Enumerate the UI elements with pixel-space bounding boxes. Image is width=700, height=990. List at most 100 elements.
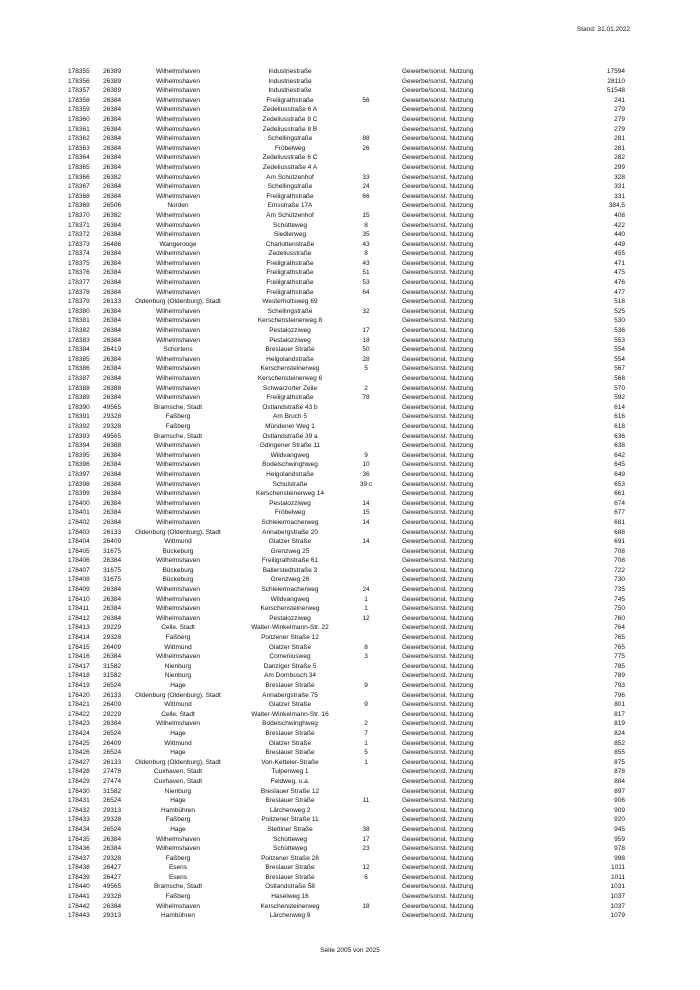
cell-usage-type: Gewerbe/sonst. Nutzung (402, 115, 474, 123)
cell-value: 614 (614, 403, 625, 411)
cell-usage-type: Gewerbe/sonst. Nutzung (402, 394, 474, 402)
cell-id: 178357 (68, 87, 90, 95)
table-row: 178369 26506 Norden Emsstraße 17A Gewerb… (0, 201, 700, 211)
cell-house-number: 39 c (359, 480, 373, 488)
cell-value: 642 (614, 451, 625, 459)
data-table: 178355 26389 Wilhelmshaven Industriestra… (0, 67, 700, 921)
cell-city: Wilhelmshaven (155, 173, 201, 181)
cell-id: 178361 (68, 125, 90, 133)
cell-city: Wittmund (164, 643, 192, 651)
cell-id: 178437 (68, 854, 90, 862)
cell-house-number: 2 (364, 720, 368, 728)
cell-postal-code: 26384 (103, 394, 122, 402)
cell-street: Pestalozziweg (269, 499, 311, 507)
cell-usage-type: Gewerbe/sonst. Nutzung (402, 336, 474, 344)
cell-id: 178409 (68, 586, 90, 594)
cell-street: Schellingstraße (267, 307, 313, 315)
cell-value: 299 (614, 163, 625, 171)
table-row: 178441 29328 Faßberg Haselweg 16 Gewerbe… (0, 892, 700, 902)
cell-value: 471 (614, 259, 625, 267)
table-row: 178396 26384 Wilhelmshaven Bodelschwingh… (0, 460, 700, 470)
cell-postal-code: 26486 (103, 240, 122, 248)
cell-street: Kerschensteinerweg 14 (256, 490, 324, 498)
cell-city: Wilhelmshaven (155, 221, 201, 229)
table-row: 178374 26384 Wilhelmshaven Zedeliusstraß… (0, 249, 700, 259)
cell-id: 178392 (68, 422, 90, 430)
cell-street: Schütteweg (273, 845, 307, 853)
cell-city: Wilhelmshaven (155, 250, 201, 258)
cell-postal-code: 26133 (103, 691, 122, 699)
cell-city: Wilhelmshaven (155, 442, 201, 450)
cell-value: 722 (614, 566, 625, 574)
table-row: 178402 26384 Wilhelmshaven Schleiermache… (0, 518, 700, 528)
cell-street: Am Schützenhof (266, 211, 314, 219)
cell-usage-type: Gewerbe/sonst. Nutzung (402, 691, 474, 699)
cell-street: Glatzer Straße (268, 739, 312, 747)
cell-city: Wilhelmshaven (155, 154, 201, 162)
cell-city: Bückeburg (162, 576, 194, 584)
cell-postal-code: 31675 (103, 566, 122, 574)
cell-city: Wilhelmshaven (155, 605, 201, 613)
cell-id: 178412 (68, 614, 90, 622)
cell-house-number: 53 (362, 279, 370, 287)
cell-value: 793 (614, 682, 625, 689)
cell-city: Oldenburg (Oldenburg), Stadt (135, 758, 221, 766)
cell-street: Ostlandstraße 39 a (262, 432, 318, 440)
cell-usage-type: Gewerbe/sonst. Nutzung (402, 518, 474, 526)
table-row: 178414 29328 Faßberg Poitzener Straße 12… (0, 633, 700, 643)
table-row: 178419 26524 Hage Breslauer Straße 9 Gew… (0, 681, 700, 691)
cell-id: 178380 (68, 307, 90, 315)
cell-id: 178374 (68, 250, 90, 258)
cell-house-number: 17 (362, 327, 370, 335)
cell-house-number: 3 (364, 653, 368, 661)
cell-value: 674 (614, 499, 625, 507)
cell-city: Wilhelmshaven (155, 288, 201, 296)
cell-id: 178370 (68, 211, 90, 219)
cell-city: Wilhelmshaven (155, 557, 201, 565)
cell-street: Fröbelweg (274, 144, 306, 152)
cell-street: Schwarzorter Zeile (262, 384, 318, 392)
cell-value: 1037 (610, 893, 625, 901)
cell-city: Nienburg (164, 672, 192, 680)
cell-usage-type: Gewerbe/sonst. Nutzung (402, 125, 474, 133)
cell-street: Bodelschwinghweg (262, 461, 318, 469)
table-row: 178442 26384 Wilhelmshaven Kerschenstein… (0, 902, 700, 912)
cell-usage-type: Gewerbe/sonst. Nutzung (402, 259, 474, 267)
cell-city: Wilhelmshaven (155, 902, 201, 910)
cell-city: Faßberg (165, 854, 191, 862)
cell-value: 384,5 (608, 202, 625, 210)
cell-city: Wilhelmshaven (155, 461, 201, 469)
cell-usage-type: Gewerbe/sonst. Nutzung (402, 144, 474, 152)
cell-street: Stettiner Straße (267, 825, 313, 833)
cell-id: 178422 (68, 710, 90, 718)
table-row: 178399 26384 Wilhelmshaven Kerschenstein… (0, 489, 700, 499)
table-row: 178381 26384 Wilhelmshaven Kerschenstein… (0, 316, 700, 326)
cell-id: 178405 (68, 547, 90, 555)
cell-id: 178416 (68, 653, 90, 661)
cell-usage-type: Gewerbe/sonst. Nutzung (402, 787, 474, 795)
cell-postal-code: 26384 (103, 451, 122, 459)
cell-value: 730 (614, 576, 625, 584)
cell-value: 998 (614, 854, 625, 862)
cell-house-number: 17 (362, 835, 370, 843)
cell-city: Wilhelmshaven (155, 490, 201, 498)
table-row: 178438 26427 Esens Breslauer Straße 12 G… (0, 863, 700, 873)
table-row: 178406 26384 Wilhelmshaven Freiligrathst… (0, 556, 700, 566)
cell-postal-code: 26384 (103, 163, 122, 171)
cell-id: 178376 (68, 269, 90, 277)
table-row: 178405 31675 Bückeburg Grenzweg 25 Gewer… (0, 547, 700, 557)
cell-postal-code: 26427 (103, 873, 122, 881)
table-row: 178362 26384 Wilhelmshaven Schellingstra… (0, 134, 700, 144)
cell-value: 51548 (606, 87, 625, 95)
cell-value: 530 (614, 317, 625, 325)
cell-value: 518 (614, 298, 625, 306)
cell-usage-type: Gewerbe/sonst. Nutzung (402, 422, 474, 430)
cell-usage-type: Gewerbe/sonst. Nutzung (402, 912, 474, 920)
cell-id: 178433 (68, 816, 90, 824)
cell-id: 178381 (68, 317, 90, 325)
cell-value: 708 (614, 547, 625, 555)
cell-id: 178427 (68, 758, 90, 766)
cell-postal-code: 26384 (103, 470, 122, 478)
cell-value: 745 (614, 595, 625, 603)
table-row: 178427 26133 Oldenburg (Oldenburg), Stad… (0, 758, 700, 768)
